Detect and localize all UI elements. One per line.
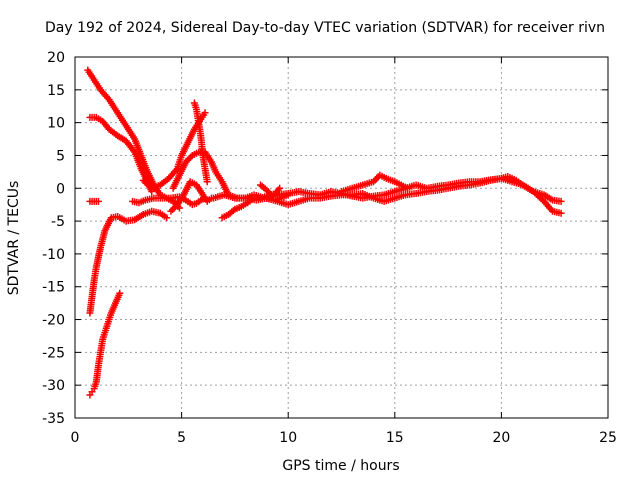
y-tick-label: -10 (42, 247, 65, 263)
plot-frame (74, 56, 609, 419)
y-tick-label: -5 (51, 214, 65, 230)
x-tick-label: 25 (599, 430, 617, 446)
x-tick-label: 20 (492, 430, 510, 446)
data-point (116, 289, 124, 297)
series-track-a (84, 66, 183, 212)
data-points (84, 66, 565, 399)
x-tick-label: 15 (386, 430, 404, 446)
y-tick-label: -35 (42, 411, 65, 427)
y-axis-title: SDTVAR / TECUs (6, 181, 22, 296)
series-track-o (256, 181, 275, 199)
y-tick-label: 15 (47, 83, 65, 99)
y-tick-label: -15 (42, 280, 65, 296)
series-track-j (167, 178, 215, 215)
grid (75, 57, 608, 418)
data-point (267, 191, 275, 199)
x-tick-label: 5 (177, 430, 186, 446)
x-tick-label: 0 (71, 430, 80, 446)
chart-title: Day 192 of 2024, Sidereal Day-to-day VTE… (45, 20, 605, 36)
data-point (276, 184, 284, 192)
data-point (201, 109, 209, 117)
series-track-f (129, 193, 209, 209)
data-point-interp (266, 189, 274, 197)
y-tick-label: -20 (42, 313, 65, 329)
y-tick-label: 0 (56, 181, 65, 197)
y-tick-label: -30 (42, 378, 65, 394)
data-point (557, 197, 565, 205)
x-tick-label: 10 (279, 430, 297, 446)
y-tick-label: 5 (56, 148, 65, 164)
data-point (203, 178, 211, 186)
series-track-c (86, 207, 171, 317)
y-tick-label: -25 (42, 345, 65, 361)
data-point (163, 214, 171, 222)
y-tick-label: 20 (47, 50, 65, 66)
series-track-d (86, 289, 124, 399)
axis-ticks: 0 5 10 15 20 25 -35 -30 -25 -20 -15 -10 -5 0 5 10 15 20 (42, 50, 617, 446)
series-track-e (86, 197, 102, 205)
series-track-m (252, 174, 565, 217)
series-track-h (190, 99, 211, 186)
x-axis-title: GPS time / hours (282, 458, 399, 474)
data-point (404, 184, 412, 192)
y-tick-label: 10 (47, 116, 65, 132)
data-point (557, 209, 565, 217)
series-track-n (338, 171, 412, 196)
data-point (94, 197, 102, 205)
